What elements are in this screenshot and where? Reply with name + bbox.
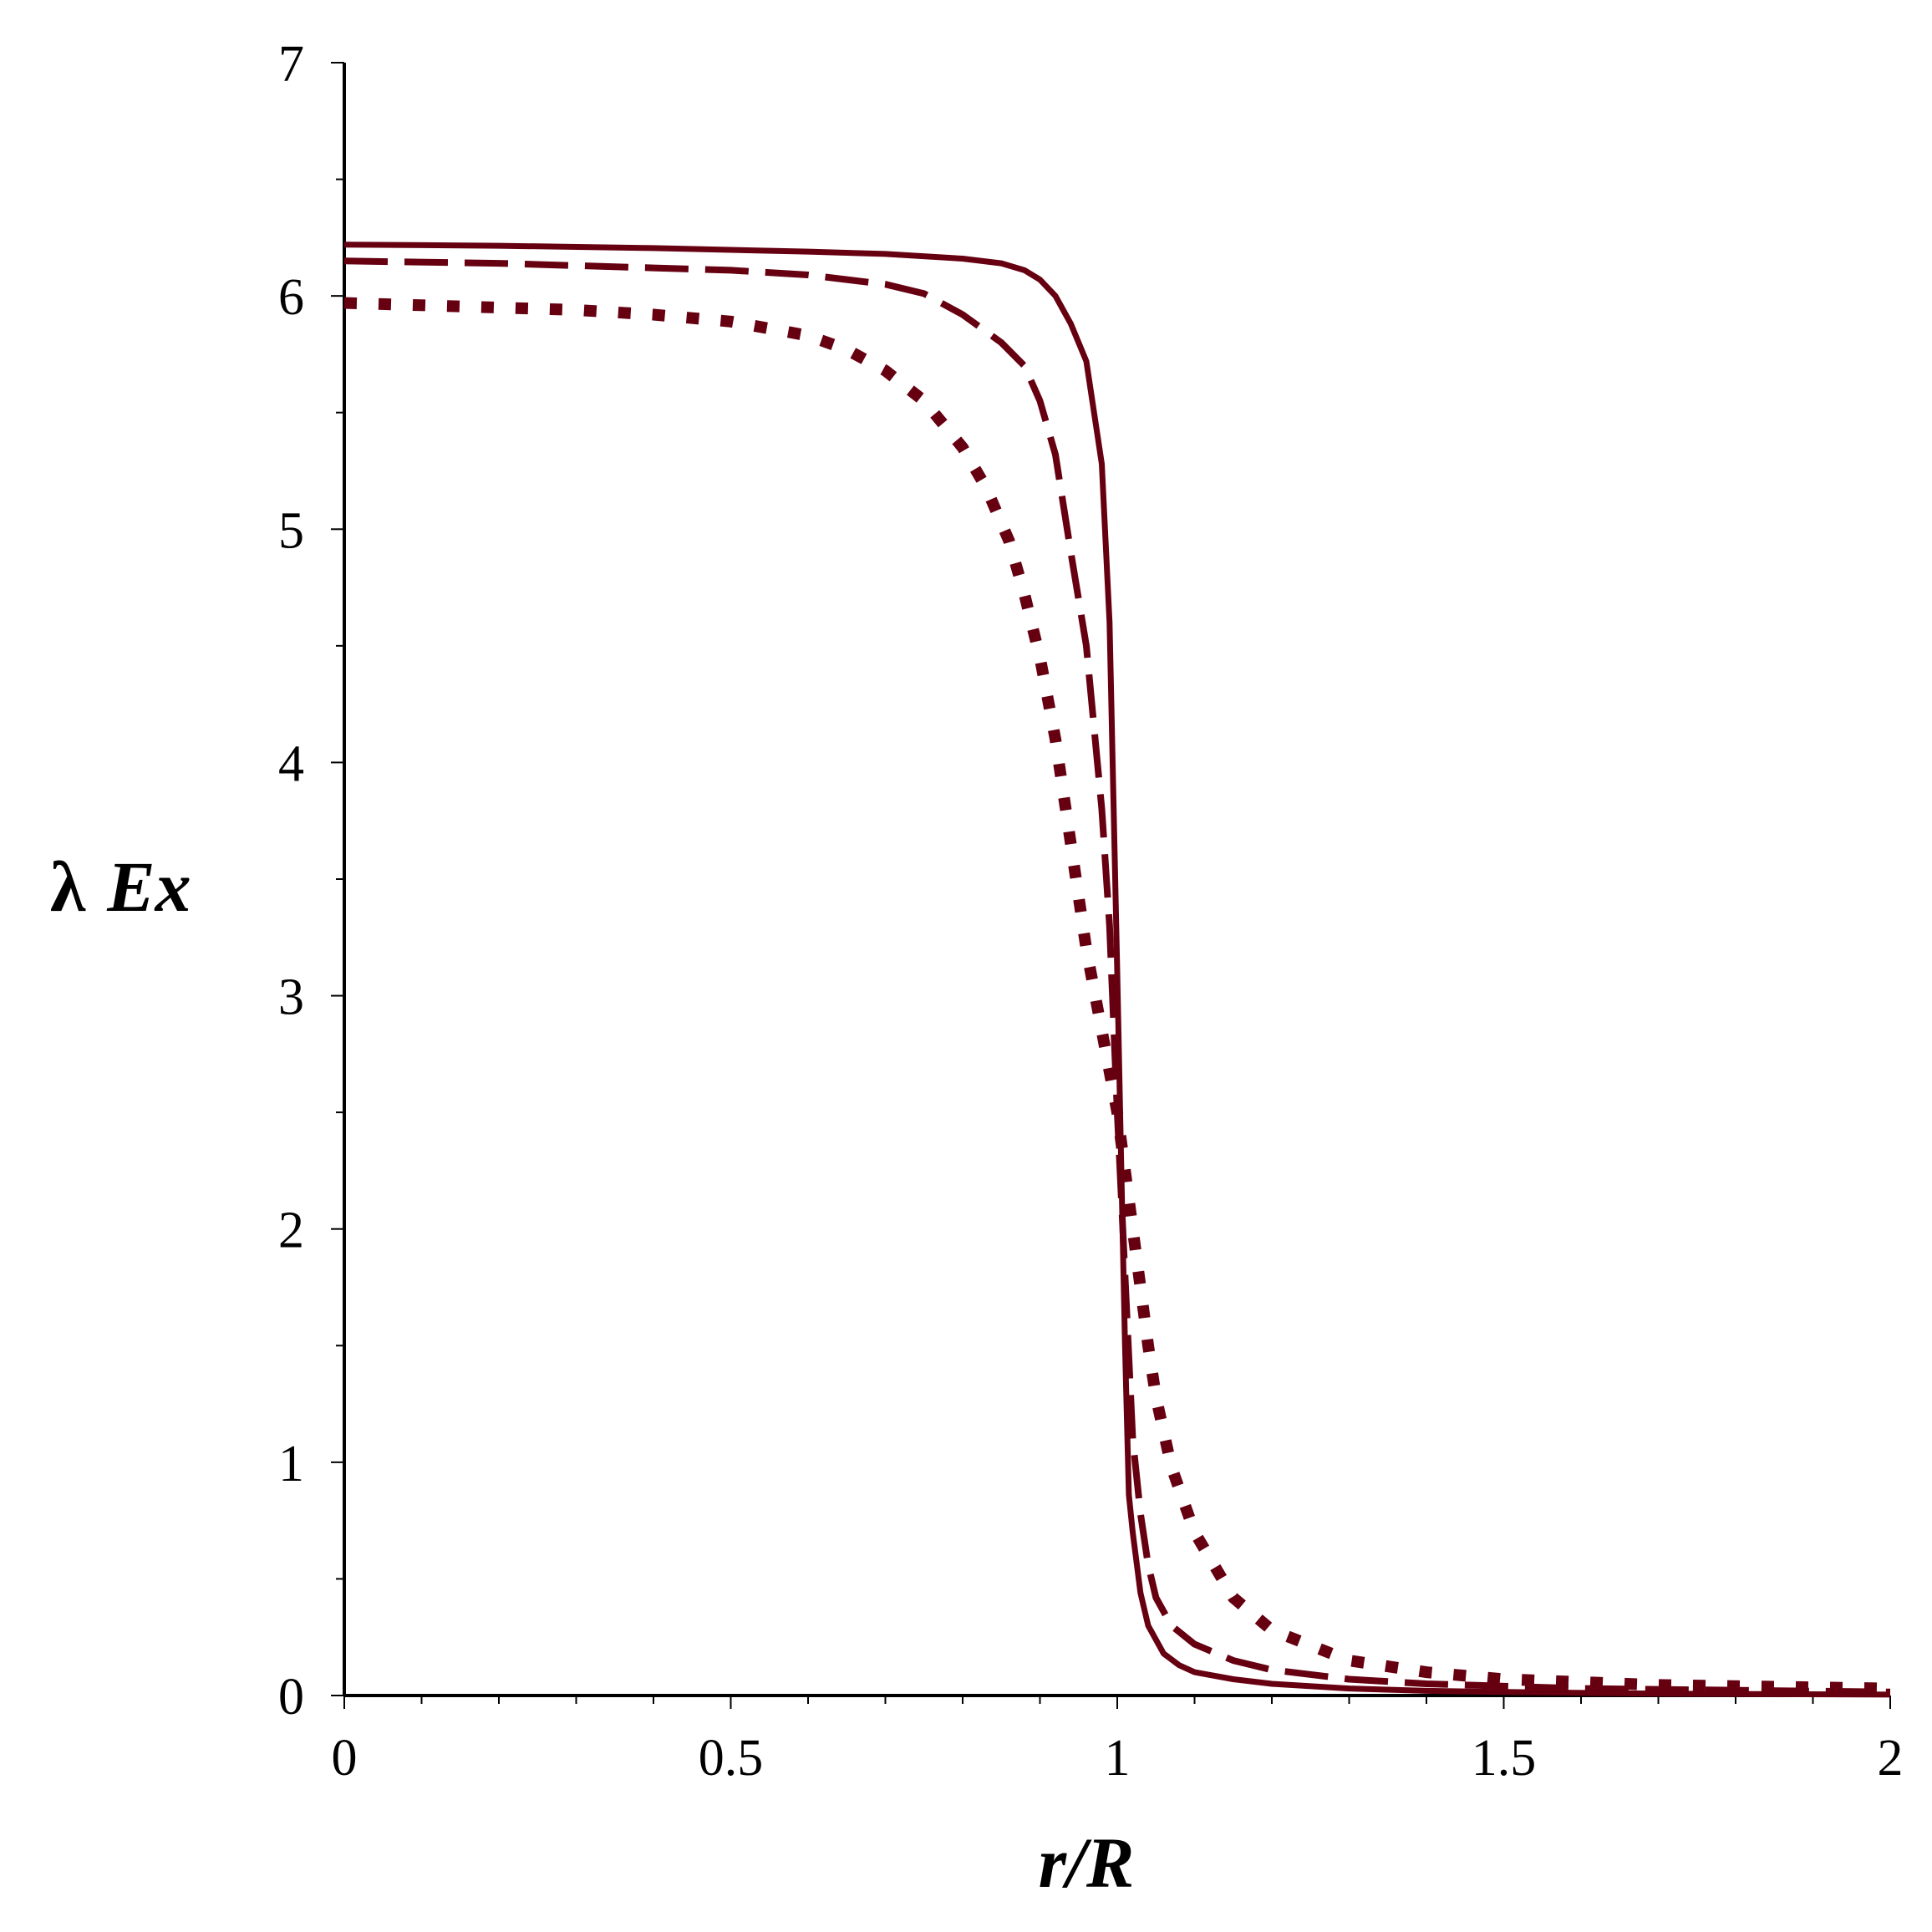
y-axis-title: λ Ex: [50, 847, 191, 927]
y-tick-label: 4: [278, 735, 304, 792]
series-layer: [343, 242, 1891, 1698]
y-axis-title-prefix: λ: [50, 847, 86, 927]
y-tick-label: 6: [278, 269, 304, 326]
x-axis-title: r/R: [1039, 1823, 1135, 1903]
x-tick-label: 1: [1105, 1730, 1131, 1787]
x-tick-label: 1.5: [1472, 1730, 1537, 1787]
series-line-dashed: [343, 257, 1891, 1696]
series-line-dotted: [343, 297, 1891, 1695]
series-line-solid: [343, 242, 1891, 1698]
y-tick-label: 1: [278, 1436, 304, 1492]
y-tick-label: 0: [278, 1669, 304, 1726]
ticks: 0 0.5 1 1.5 2 0 1 2 3 4 5 6 7: [278, 36, 1904, 1787]
x-tick-label: 0: [332, 1730, 358, 1787]
y-tick-label: 5: [278, 502, 304, 559]
y-tick-label: 3: [278, 969, 304, 1026]
y-tick-label: 7: [278, 36, 304, 93]
y-axis-title-main: Ex: [106, 847, 191, 927]
x-tick-label: 0.5: [699, 1730, 764, 1787]
x-tick-label: 2: [1878, 1730, 1904, 1787]
y-tick-label: 2: [278, 1202, 304, 1259]
